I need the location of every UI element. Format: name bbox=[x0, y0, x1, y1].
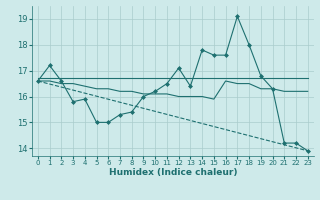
X-axis label: Humidex (Indice chaleur): Humidex (Indice chaleur) bbox=[108, 168, 237, 177]
